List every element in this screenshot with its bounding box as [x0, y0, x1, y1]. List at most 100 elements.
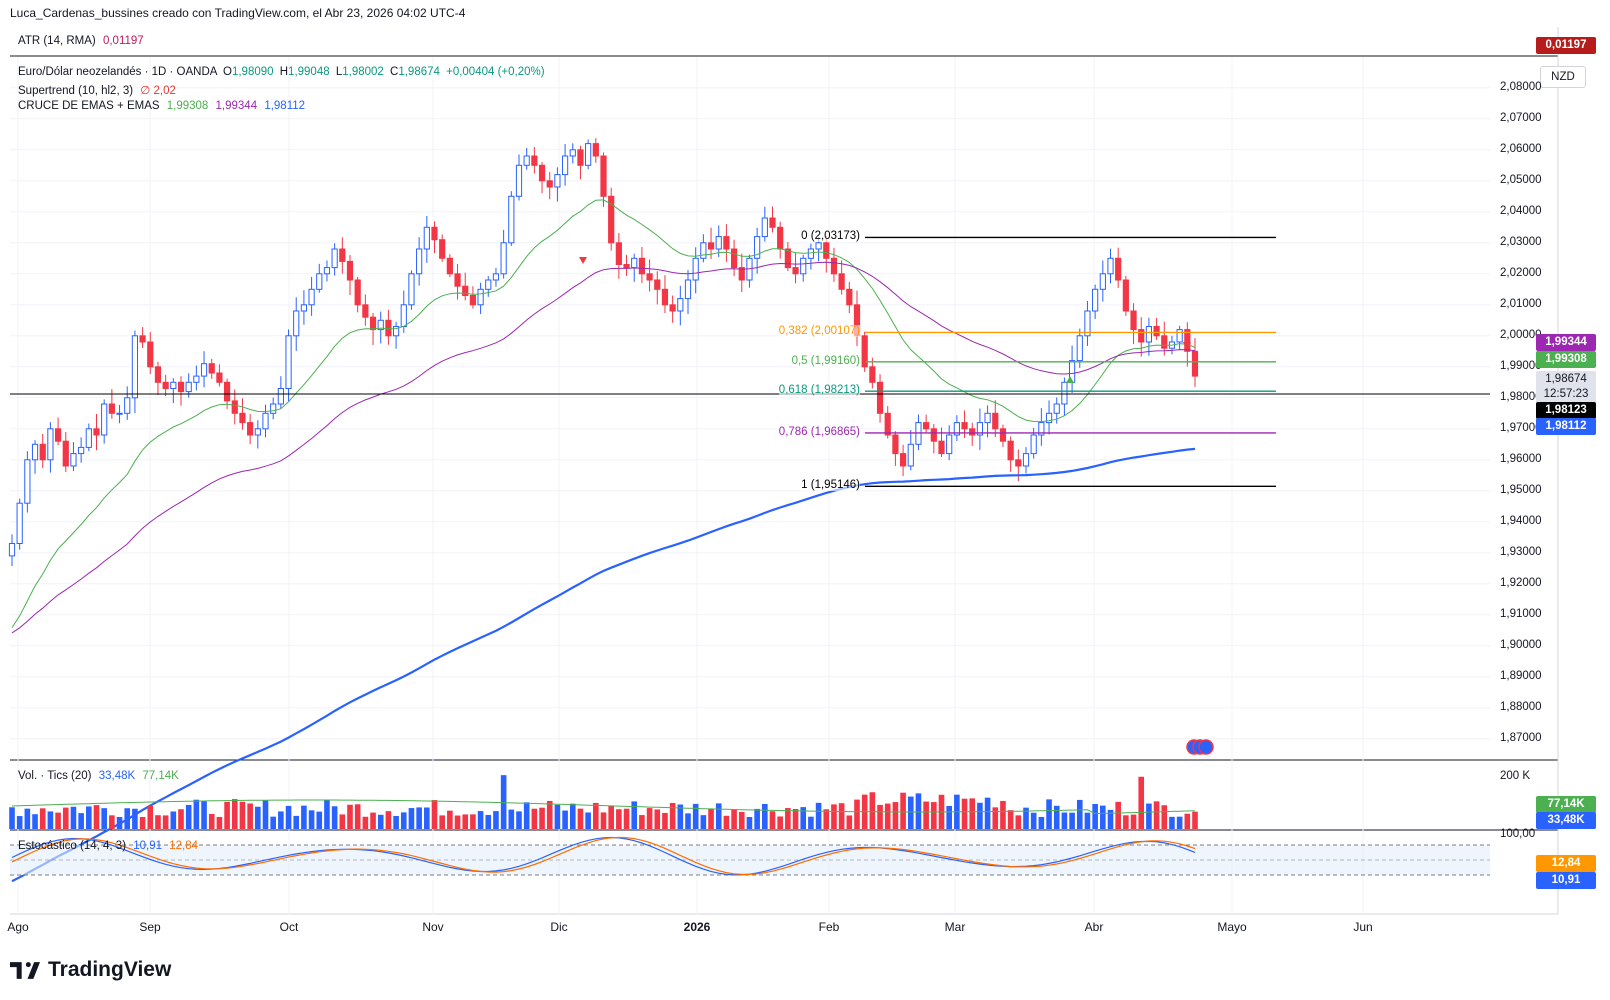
candle-body	[93, 428, 100, 436]
volume-bar	[400, 812, 407, 829]
volume-bar	[1076, 799, 1083, 829]
volume-bar	[831, 804, 837, 829]
candle	[477, 282, 484, 314]
candle	[769, 206, 776, 233]
ema-purple-line	[11, 261, 1196, 634]
fib-level-label: 1 (1,95146)	[801, 479, 860, 492]
volume-bar	[815, 802, 822, 829]
volume-bar	[78, 813, 84, 829]
ema-green-badge: 1,99308	[1536, 351, 1596, 368]
candle	[569, 143, 576, 164]
candle	[270, 397, 277, 420]
price-axis-tick: 1,99000	[1500, 359, 1542, 372]
volume-bar	[569, 803, 576, 829]
candle	[754, 227, 761, 274]
symbol-name[interactable]: Euro/Dólar neozelandés · 1D · OANDA	[18, 66, 217, 78]
candle-body	[761, 217, 768, 238]
candle	[47, 422, 54, 473]
volume-bar	[493, 811, 499, 829]
tradingview-logo-text: TradingView	[48, 958, 172, 981]
ema-green-line	[11, 199, 1196, 628]
candle-body	[608, 195, 615, 244]
price-axis-tick: 2,01000	[1500, 297, 1542, 310]
price-axis-tick: 1,89000	[1500, 669, 1542, 682]
candle	[1084, 301, 1091, 346]
volume-bar	[808, 816, 814, 829]
volume-bar	[854, 799, 860, 829]
candle	[469, 286, 477, 309]
candle-body	[31, 443, 39, 461]
candle-body	[569, 149, 576, 157]
candle	[777, 221, 784, 259]
candle-body	[254, 428, 261, 436]
supertrend-legend[interactable]: Supertrend (10, hl2, 3) ∅ 2,02	[18, 83, 176, 97]
stoch-orange-badge: 12,84	[1536, 855, 1596, 872]
volume-bar	[339, 814, 346, 829]
volume-bar	[185, 804, 192, 829]
candle-body	[846, 288, 853, 306]
currency-button[interactable]: NZD	[1540, 66, 1586, 88]
volume-legend[interactable]: Vol. · Tics (20) 33,48K 77,14K	[18, 770, 179, 782]
candle	[101, 399, 108, 444]
candle	[262, 404, 269, 438]
volume-ma-line	[11, 799, 1196, 815]
candle-body	[531, 155, 538, 166]
candle-body	[216, 372, 223, 383]
candle-body	[577, 149, 584, 166]
volume-bar	[946, 805, 952, 829]
candle	[1130, 303, 1137, 345]
volume-bar	[577, 808, 584, 829]
candle	[208, 358, 215, 379]
candle	[254, 420, 261, 449]
candle	[615, 233, 622, 279]
volume-bar	[93, 805, 100, 829]
volume-bar	[969, 798, 976, 829]
volume-bar	[623, 808, 630, 829]
candle	[730, 239, 738, 277]
candle	[992, 400, 999, 438]
price-axis-tick: 1,98000	[1500, 390, 1542, 403]
candle	[723, 224, 730, 262]
candle-body	[692, 257, 699, 281]
volume-bar	[738, 811, 745, 829]
candle-body	[1061, 381, 1068, 405]
volume-bar	[1130, 814, 1137, 829]
candle	[93, 414, 100, 451]
volume-bar	[546, 800, 553, 829]
candle	[784, 241, 791, 271]
candle-body	[1030, 434, 1037, 455]
emas-legend[interactable]: CRUCE DE EMAS + EMAS 1,99308 1,99344 1,9…	[18, 100, 305, 112]
price-axis-tick: 1,96000	[1500, 452, 1542, 465]
volume-bar	[193, 799, 200, 829]
volume-bar	[1153, 801, 1160, 829]
candle	[377, 311, 384, 344]
candle-body	[1138, 329, 1145, 343]
candle	[677, 285, 684, 326]
candle	[746, 254, 753, 288]
candle	[431, 221, 438, 254]
stoch-legend[interactable]: Estocástico (14, 4, 3) 10,91 12,84	[18, 840, 198, 852]
candle	[1045, 400, 1053, 435]
time-axis-tick: Mayo	[1217, 920, 1247, 934]
volume-bar	[1169, 816, 1175, 829]
candle-body	[354, 279, 361, 306]
volume-bar	[508, 809, 515, 829]
volume-bar	[439, 815, 445, 829]
volume-bar	[347, 804, 353, 829]
atr-legend: ATR (14, RMA) 0,01197	[18, 35, 144, 47]
candle	[869, 357, 876, 389]
candle-body	[423, 226, 430, 250]
volume-bar	[1123, 815, 1129, 829]
volume-bar	[147, 805, 154, 829]
volume-bar	[109, 815, 115, 829]
volume-bar	[700, 815, 707, 829]
volume-axis-top: 200 K	[1500, 770, 1531, 782]
candle-body	[707, 242, 715, 250]
candle	[308, 276, 315, 316]
candle	[692, 247, 699, 294]
volume-bar	[1092, 803, 1098, 829]
candle-body	[899, 453, 907, 467]
volume-bar	[62, 807, 69, 829]
candle-body	[830, 257, 838, 275]
